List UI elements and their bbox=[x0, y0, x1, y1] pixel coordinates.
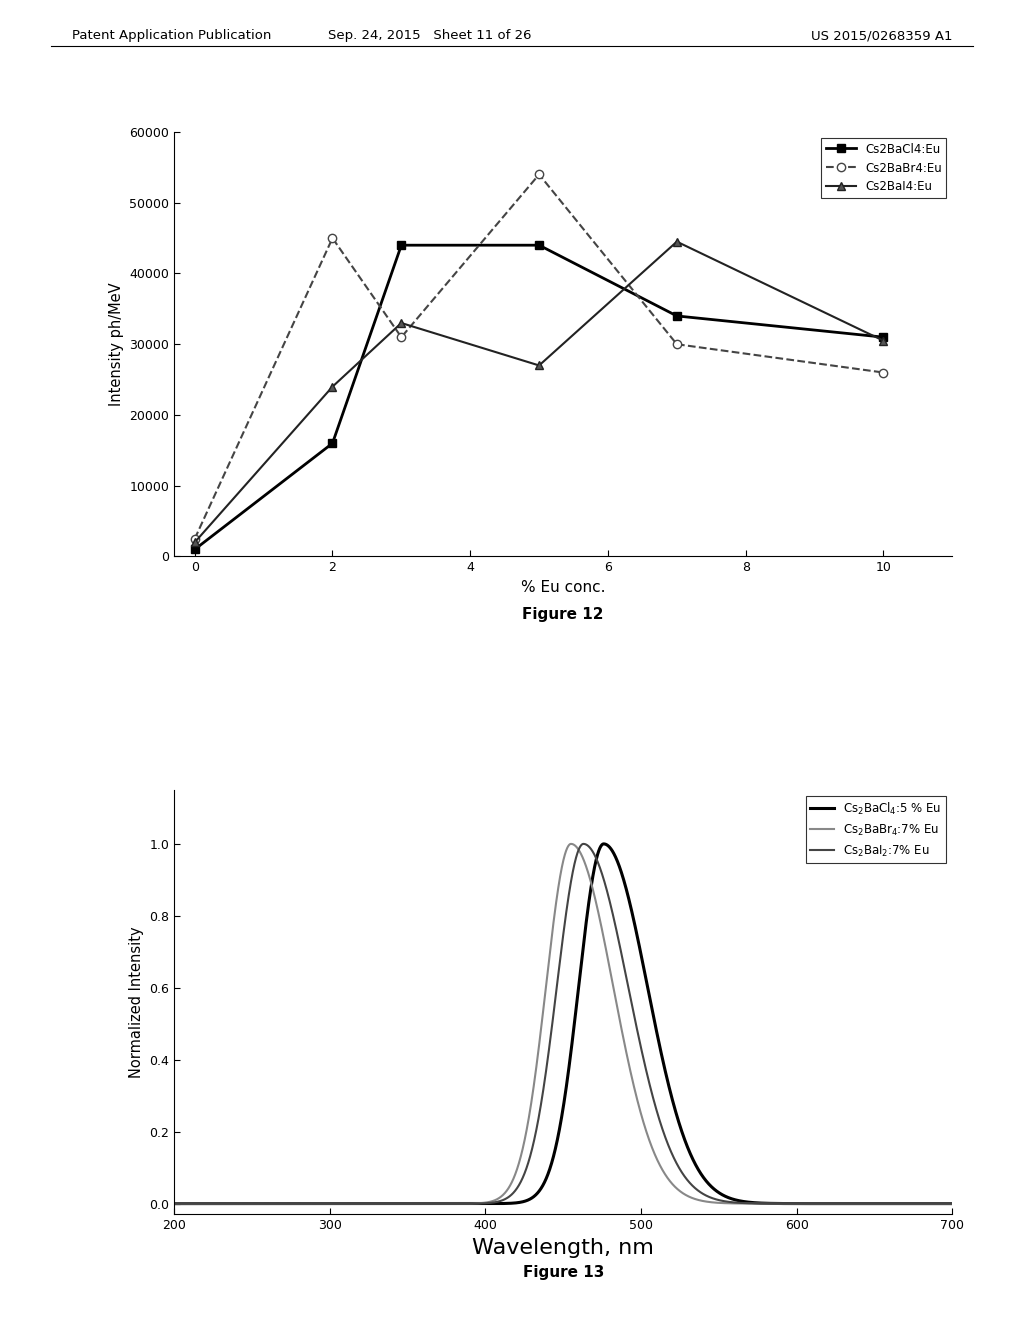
Cs2BaI4:Eu bbox=[671, 234, 683, 249]
Line: Cs2BaCl4:Eu: Cs2BaCl4:Eu bbox=[190, 242, 888, 553]
Cs2BaCl4:Eu bbox=[878, 329, 890, 345]
Cs$_2$BaCl$_4$:5 % Eu bbox=[309, 1196, 322, 1212]
Cs$_2$BaI$_2$:7% Eu bbox=[168, 1196, 180, 1212]
Line: Cs$_2$BaI$_2$:7% Eu: Cs$_2$BaI$_2$:7% Eu bbox=[174, 843, 952, 1204]
Y-axis label: Normalized Intensity: Normalized Intensity bbox=[129, 927, 143, 1078]
Cs$_2$BaBr$_4$:7% Eu bbox=[674, 1184, 686, 1200]
Cs$_2$BaI$_2$:7% Eu bbox=[749, 1196, 761, 1212]
Cs$_2$BaCl$_4$:5 % Eu bbox=[598, 836, 610, 851]
Cs$_2$BaCl$_4$:5 % Eu bbox=[674, 1119, 686, 1135]
Cs$_2$BaI$_2$:7% Eu bbox=[578, 836, 590, 851]
Cs$_2$BaCl$_4$:5 % Eu bbox=[946, 1196, 958, 1212]
Cs2BaI4:Eu bbox=[878, 333, 890, 348]
Cs$_2$BaBr$_4$:7% Eu bbox=[946, 1196, 958, 1212]
Cs2BaI4:Eu bbox=[532, 358, 545, 374]
Cs$_2$BaI$_2$:7% Eu bbox=[309, 1196, 322, 1212]
Cs$_2$BaI$_2$:7% Eu bbox=[946, 1196, 958, 1212]
Cs2BaCl4:Eu bbox=[188, 541, 201, 557]
Cs2BaI4:Eu bbox=[395, 315, 408, 331]
Cs$_2$BaBr$_4$:7% Eu bbox=[309, 1196, 322, 1212]
Cs$_2$BaI$_2$:7% Eu bbox=[808, 1196, 820, 1212]
Cs2BaCl4:Eu bbox=[532, 238, 545, 253]
Cs2BaBr4:Eu bbox=[532, 166, 545, 182]
Text: Sep. 24, 2015   Sheet 11 of 26: Sep. 24, 2015 Sheet 11 of 26 bbox=[329, 29, 531, 42]
Cs2BaBr4:Eu bbox=[878, 364, 890, 380]
Cs$_2$BaCl$_4$:5 % Eu bbox=[168, 1196, 180, 1212]
Text: US 2015/0268359 A1: US 2015/0268359 A1 bbox=[811, 29, 952, 42]
Cs$_2$BaBr$_4$:7% Eu bbox=[635, 1106, 647, 1122]
Cs2BaBr4:Eu bbox=[188, 531, 201, 546]
Cs$_2$BaCl$_4$:5 % Eu bbox=[808, 1196, 820, 1212]
Cs2BaI4:Eu bbox=[188, 535, 201, 550]
X-axis label: % Eu conc.: % Eu conc. bbox=[521, 579, 605, 595]
Text: Figure 12: Figure 12 bbox=[522, 607, 604, 622]
Line: Cs2BaI4:Eu: Cs2BaI4:Eu bbox=[190, 238, 888, 546]
X-axis label: Wavelength, nm: Wavelength, nm bbox=[472, 1238, 654, 1258]
Legend: Cs2BaCl4:Eu, Cs2BaBr4:Eu, Cs2BaI4:Eu: Cs2BaCl4:Eu, Cs2BaBr4:Eu, Cs2BaI4:Eu bbox=[821, 137, 946, 198]
Text: Figure 13: Figure 13 bbox=[522, 1265, 604, 1279]
Cs$_2$BaI$_2$:7% Eu bbox=[465, 1196, 477, 1212]
Cs$_2$BaCl$_4$:5 % Eu bbox=[635, 946, 647, 962]
Cs$_2$BaBr$_4$:7% Eu bbox=[465, 1196, 477, 1212]
Cs$_2$BaCl$_4$:5 % Eu bbox=[465, 1196, 477, 1212]
Cs2BaBr4:Eu bbox=[327, 230, 339, 246]
Cs2BaI4:Eu bbox=[327, 379, 339, 395]
Cs2BaBr4:Eu bbox=[671, 337, 683, 352]
Line: Cs$_2$BaCl$_4$:5 % Eu: Cs$_2$BaCl$_4$:5 % Eu bbox=[174, 843, 952, 1204]
Legend: Cs$_2$BaCl$_4$:5 % Eu, Cs$_2$BaBr$_4$:7% Eu, Cs$_2$BaI$_2$:7% Eu: Cs$_2$BaCl$_4$:5 % Eu, Cs$_2$BaBr$_4$:7%… bbox=[806, 796, 946, 863]
Cs$_2$BaBr$_4$:7% Eu bbox=[808, 1196, 820, 1212]
Cs2BaCl4:Eu bbox=[327, 436, 339, 451]
Cs$_2$BaCl$_4$:5 % Eu bbox=[749, 1195, 761, 1210]
Cs2BaBr4:Eu bbox=[395, 329, 408, 345]
Cs$_2$BaBr$_4$:7% Eu bbox=[749, 1196, 761, 1212]
Cs2BaCl4:Eu bbox=[671, 308, 683, 323]
Cs2BaCl4:Eu bbox=[395, 238, 408, 253]
Cs$_2$BaBr$_4$:7% Eu bbox=[565, 836, 578, 851]
Text: Patent Application Publication: Patent Application Publication bbox=[72, 29, 271, 42]
Line: Cs2BaBr4:Eu: Cs2BaBr4:Eu bbox=[190, 170, 888, 543]
Line: Cs$_2$BaBr$_4$:7% Eu: Cs$_2$BaBr$_4$:7% Eu bbox=[174, 843, 952, 1204]
Y-axis label: Intensity ph/MeV: Intensity ph/MeV bbox=[109, 282, 124, 407]
Cs$_2$BaI$_2$:7% Eu bbox=[635, 1040, 647, 1056]
Cs$_2$BaI$_2$:7% Eu bbox=[674, 1162, 686, 1177]
Cs$_2$BaBr$_4$:7% Eu bbox=[168, 1196, 180, 1212]
